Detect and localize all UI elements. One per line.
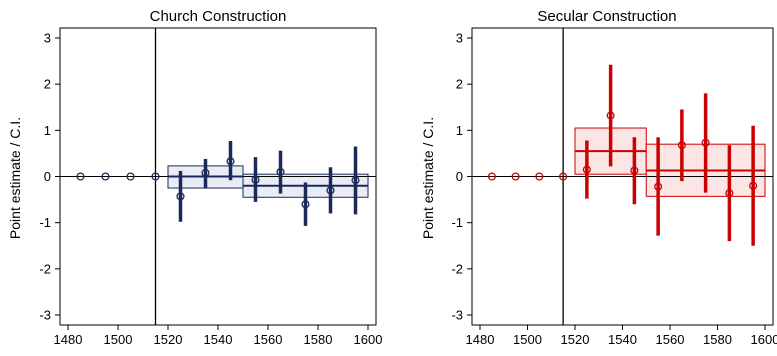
x-tick-label: 1500 xyxy=(513,332,542,347)
point-estimate-marker xyxy=(559,172,568,181)
point-estimate-marker xyxy=(126,172,135,181)
chart-title: Secular Construction xyxy=(537,8,676,25)
point-estimate-marker xyxy=(606,111,615,120)
y-tick-label: 2 xyxy=(456,77,463,92)
x-tick-label: 1480 xyxy=(466,332,495,347)
y-tick-label: 2 xyxy=(44,77,51,92)
secular-construction-panel: Secular Construction Point estimate / C.… xyxy=(420,8,777,347)
point-estimate-marker xyxy=(226,157,235,166)
x-tick-label: 1600 xyxy=(354,332,383,347)
y-tick-label: -2 xyxy=(451,261,463,276)
point-estimate-marker xyxy=(151,172,160,181)
point-estimate-marker xyxy=(654,182,663,191)
point-estimate-marker xyxy=(251,175,260,184)
x-tick-label: 1580 xyxy=(304,332,333,347)
x-tick-label: 1560 xyxy=(656,332,685,347)
y-tick-label: -3 xyxy=(39,308,51,323)
x-tick-label: 1480 xyxy=(54,332,83,347)
point-estimate-marker xyxy=(276,167,285,176)
x-tick-label: 1500 xyxy=(104,332,133,347)
x-tick-label: 1540 xyxy=(204,332,233,347)
point-estimate-marker xyxy=(535,172,544,181)
y-tick-label: 0 xyxy=(44,169,51,184)
y-axis-label: Point estimate / C.I. xyxy=(420,117,436,239)
point-estimate-marker xyxy=(725,189,734,198)
point-estimate-marker xyxy=(749,181,758,190)
point-estimate-marker xyxy=(101,172,110,181)
y-tick-label: -1 xyxy=(451,215,463,230)
x-tick-label: 1600 xyxy=(751,332,777,347)
point-estimate-marker xyxy=(677,141,686,150)
point-estimate-marker xyxy=(76,172,85,181)
point-estimate-marker xyxy=(630,166,639,175)
x-tick-label: 1520 xyxy=(561,332,590,347)
y-tick-label: -3 xyxy=(451,308,463,323)
y-tick-label: -1 xyxy=(39,215,51,230)
x-tick-label: 1560 xyxy=(254,332,283,347)
y-tick-label: 0 xyxy=(456,169,463,184)
x-tick-label: 1580 xyxy=(703,332,732,347)
chart-title: Church Construction xyxy=(150,8,287,25)
y-axis-label: Point estimate / C.I. xyxy=(7,117,23,239)
point-estimate-marker xyxy=(511,172,520,181)
y-tick-label: -2 xyxy=(39,261,51,276)
point-estimate-marker xyxy=(176,192,185,201)
point-estimate-marker xyxy=(582,165,591,174)
y-tick-label: 1 xyxy=(44,123,51,138)
y-tick-label: 3 xyxy=(456,31,463,46)
point-estimate-marker xyxy=(326,186,335,195)
point-estimate-marker xyxy=(201,168,210,177)
point-estimate-marker xyxy=(487,172,496,181)
point-estimate-marker xyxy=(701,138,710,147)
y-tick-label: 1 xyxy=(456,123,463,138)
x-tick-label: 1520 xyxy=(154,332,183,347)
church-construction-panel: Church Construction Point estimate / C.I… xyxy=(7,8,382,347)
point-estimate-marker xyxy=(301,200,310,209)
y-tick-label: 3 xyxy=(44,31,51,46)
point-estimate-marker xyxy=(351,176,360,185)
x-tick-label: 1540 xyxy=(608,332,637,347)
